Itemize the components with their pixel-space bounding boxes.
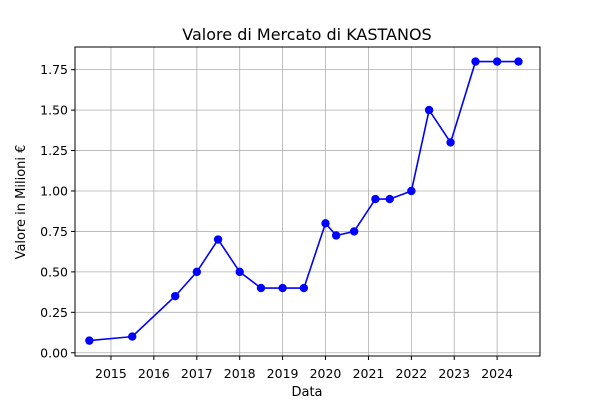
y-tick-label: 1.75 (40, 62, 68, 77)
x-tick-label: 2020 (310, 366, 342, 381)
x-tick-label: 2015 (95, 366, 127, 381)
data-point (492, 57, 502, 66)
series-layer (85, 57, 523, 345)
data-point (514, 57, 523, 66)
data-point (213, 235, 223, 244)
data-point (471, 57, 480, 66)
y-tick-label: 1.25 (40, 143, 68, 158)
data-point (171, 291, 180, 301)
data-point (331, 231, 341, 240)
x-tick-label: 2018 (224, 366, 256, 381)
axes (74, 46, 541, 357)
x-tick-label: 2016 (138, 366, 170, 381)
plot-frame (74, 46, 541, 357)
x-tick-label: 2023 (438, 366, 470, 381)
data-point (349, 227, 359, 236)
data-point (385, 194, 394, 204)
x-tick-label: 2024 (481, 366, 513, 381)
x-tick-label: 2021 (353, 366, 385, 381)
y-axis-label: Valore in Milioni € (14, 145, 29, 260)
series-line (89, 60, 519, 342)
data-point (321, 219, 330, 228)
x-tick-label: 2019 (267, 366, 299, 381)
data-point (299, 283, 309, 293)
x-tick-label: 2022 (395, 366, 427, 381)
x-axis-label: Data (291, 385, 322, 400)
data-point (371, 194, 380, 204)
data-point (128, 332, 137, 341)
ticks: 2015 2016 2017 2018 2019 2020 2021 2022 2023 2024… (40, 62, 513, 381)
data-point (424, 105, 434, 115)
y-tick-label: 1.50 (40, 103, 68, 118)
data-point (446, 138, 455, 147)
data-point (85, 336, 94, 345)
chart-title: Valore di Mercato di KASTANOS (182, 25, 431, 44)
y-tick-label: 0.00 (40, 345, 68, 360)
y-tick-label: 0.25 (40, 305, 68, 320)
data-point (407, 186, 416, 196)
y-tick-label: 1.00 (40, 183, 68, 198)
x-tick-label: 2017 (181, 366, 213, 381)
y-tick-label: 0.75 (40, 224, 68, 239)
data-point (256, 283, 266, 293)
y-tick-label: 0.50 (40, 264, 68, 279)
grid (75, 47, 540, 356)
data-point (192, 267, 202, 277)
data-point (235, 267, 244, 277)
data-point (278, 283, 287, 293)
